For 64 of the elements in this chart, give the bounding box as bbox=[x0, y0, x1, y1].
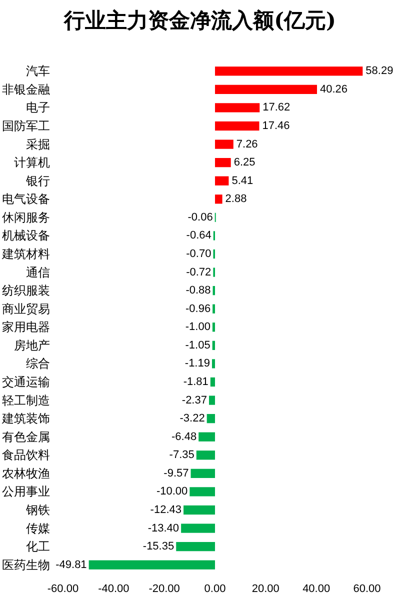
data-label: -13.40 bbox=[148, 522, 180, 534]
y-tick-label: 轻工制造 bbox=[2, 393, 50, 408]
y-tick-label: 钢铁 bbox=[25, 503, 50, 517]
y-tick-label: 休闲服务 bbox=[2, 210, 50, 224]
data-label: 6.25 bbox=[234, 156, 256, 169]
data-label: -7.35 bbox=[169, 449, 194, 462]
data-label: 58.29 bbox=[366, 65, 394, 78]
y-tick-label: 有色金属 bbox=[2, 430, 50, 444]
data-label: 2.88 bbox=[225, 193, 247, 206]
data-label: 5.41 bbox=[232, 174, 254, 187]
y-tick-label: 公用事业 bbox=[2, 484, 50, 499]
y-tick-label: 医药生物 bbox=[2, 558, 50, 572]
data-label: 40.26 bbox=[320, 83, 348, 96]
y-tick-label: 食品饮料 bbox=[2, 448, 50, 462]
data-label: 17.46 bbox=[262, 120, 290, 132]
x-tick-label: -60.00 bbox=[47, 583, 79, 595]
data-label: -10.00 bbox=[156, 486, 188, 498]
y-tick-label: 建筑材料 bbox=[1, 247, 50, 261]
y-tick-label: 计算机 bbox=[14, 156, 50, 170]
y-tick-label: 机械设备 bbox=[2, 228, 50, 243]
data-label: -12.43 bbox=[150, 504, 182, 516]
y-tick-label: 非银金融 bbox=[2, 82, 50, 96]
data-label: -6.48 bbox=[172, 430, 197, 443]
data-label: -0.06 bbox=[188, 211, 213, 224]
y-tick-label: 电气设备 bbox=[2, 192, 50, 206]
y-tick-label: 化工 bbox=[26, 540, 50, 554]
y-tick-label: 房地产 bbox=[14, 338, 50, 352]
data-label: -3.22 bbox=[180, 412, 205, 425]
data-label: 17.62 bbox=[262, 102, 290, 114]
data-label: -1.19 bbox=[184, 358, 210, 370]
chart-title: 行业主力资金净流入额(亿元) bbox=[63, 8, 336, 32]
data-label: -0.64 bbox=[186, 230, 212, 242]
y-tick-label: 农林牧渔 bbox=[2, 466, 50, 480]
x-tick-label: 60.00 bbox=[353, 583, 381, 595]
y-tick-label: 通信 bbox=[26, 265, 50, 280]
x-tick-label: 40.00 bbox=[302, 583, 330, 595]
y-tick-label: 综合 bbox=[26, 356, 50, 371]
x-tick-label: 0.00 bbox=[204, 583, 226, 595]
data-label: -1.05 bbox=[185, 339, 210, 352]
x-tick-label: -20.00 bbox=[148, 583, 180, 595]
data-label: -1.00 bbox=[185, 321, 210, 334]
data-label: -0.88 bbox=[186, 284, 211, 297]
y-tick-label: 交通运输 bbox=[2, 375, 50, 389]
data-label: -0.70 bbox=[186, 248, 212, 260]
y-tick-label: 建筑装饰 bbox=[1, 412, 50, 426]
data-label: -0.72 bbox=[186, 266, 212, 278]
y-tick-label: 汽车 bbox=[26, 64, 50, 78]
y-tick-label: 采掘 bbox=[26, 137, 50, 152]
y-tick-label: 电子 bbox=[26, 100, 50, 115]
y-tick-label: 国防军工 bbox=[2, 119, 50, 133]
y-tick-label: 商业贸易 bbox=[2, 302, 50, 316]
data-label: -2.37 bbox=[182, 394, 207, 406]
data-label: -49.81 bbox=[56, 558, 87, 571]
data-label: -0.96 bbox=[185, 302, 211, 315]
data-label: 7.26 bbox=[236, 138, 258, 150]
y-tick-label: 传媒 bbox=[26, 521, 50, 536]
data-label: -15.35 bbox=[142, 540, 174, 553]
data-label: -9.57 bbox=[164, 467, 189, 480]
y-tick-label: 家用电器 bbox=[2, 320, 50, 334]
y-tick-label: 纺织服装 bbox=[2, 284, 50, 298]
data-label: -1.81 bbox=[183, 376, 208, 388]
x-tick-label: 20.00 bbox=[252, 583, 280, 595]
x-tick-label: -40.00 bbox=[98, 583, 130, 595]
y-tick-label: 银行 bbox=[25, 174, 50, 188]
